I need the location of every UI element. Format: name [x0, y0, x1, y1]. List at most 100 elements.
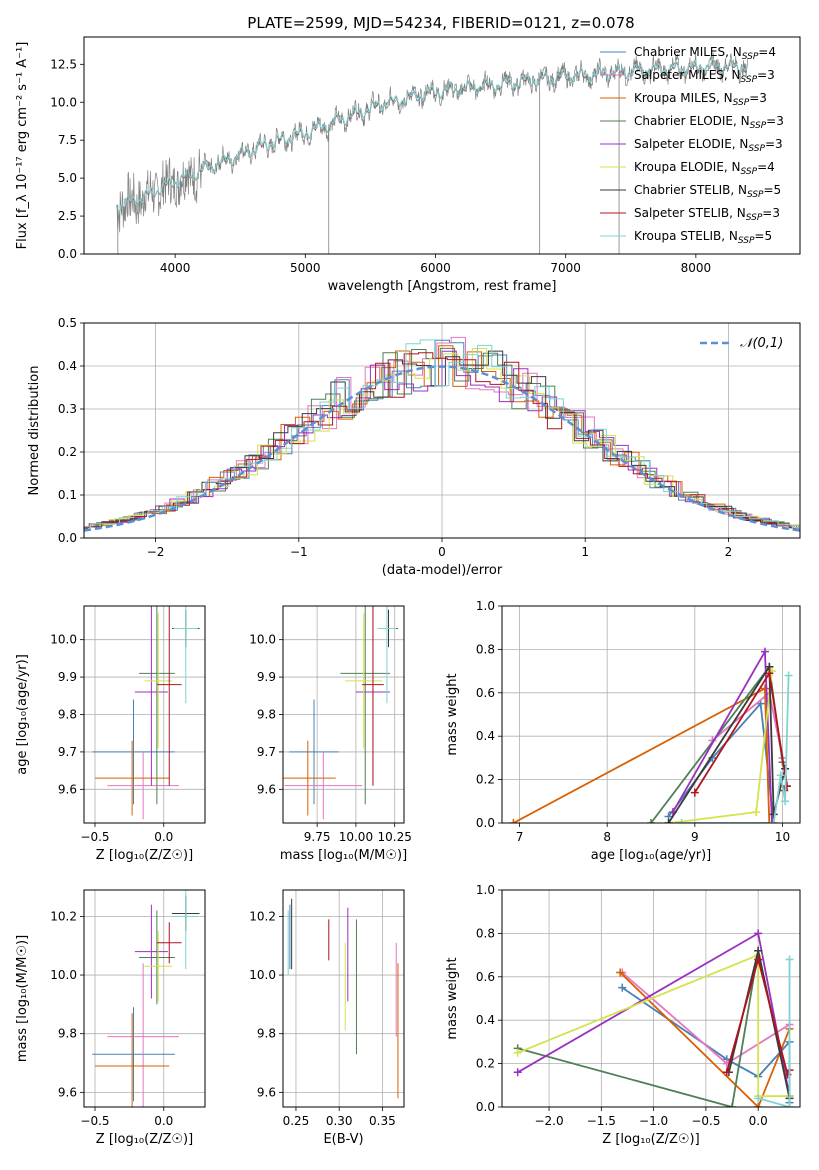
- axis-ticks: 9.75 10.00 10.25 9.6 9.7 9.8 9.9 10.0: [249, 633, 412, 844]
- axes-frame: [83, 605, 206, 824]
- legend: Chabrier MILES, NSSP=4 Salpeter MILES, NS…: [600, 45, 784, 246]
- series-marker: [754, 1094, 763, 1103]
- series-line: [619, 971, 791, 1107]
- series-marker: [754, 946, 763, 955]
- x-axis-label: Z [log₁₀(Z/Z☉)]: [96, 1132, 193, 1147]
- axes-frame: [83, 889, 206, 1108]
- x-tick-label: 1: [581, 545, 589, 559]
- series-marker: [647, 819, 655, 823]
- series-kroupa_miles: [509, 684, 774, 823]
- x-tick-label: 6000: [420, 261, 451, 275]
- x-tick-label: 0: [438, 545, 446, 559]
- y-tick-label: 0.2: [476, 773, 495, 787]
- y-tick-label: 9.6: [257, 782, 276, 796]
- errorbar-chabrier_miles: [92, 1007, 175, 1102]
- y-tick-label: 9.8: [257, 708, 276, 722]
- y-tick-label: 9.6: [58, 1085, 77, 1099]
- y-tick-label: 7.5: [58, 133, 77, 147]
- legend-label: Kroupa MILES, NSSP=3: [634, 91, 767, 108]
- axis-ticks: −2.0 −1.5 −1.0 −0.5 0.0 0.0 0.2 0.4 0.6 0.8 1.0: [476, 883, 768, 1128]
- series-kroupa_elodie: [513, 951, 794, 1101]
- plot-area: [92, 890, 200, 1107]
- axis-ticks: −0.5 0.0 9.6 9.8 10.0 10.2: [50, 909, 173, 1128]
- x-tick-label: 8: [603, 830, 611, 844]
- x-tick-label: −2.0: [534, 1114, 563, 1128]
- x-tick-label: 0.25: [283, 1114, 310, 1128]
- plot-area: [115, 52, 749, 254]
- spectrum-panel: 4000 5000 6000 7000 8000 0.0 2.5 5.0 7.5 10.0 12.5…: [15, 36, 801, 294]
- y-tick-label: 0.3: [58, 402, 77, 416]
- y-tick-label: 0.4: [58, 359, 77, 373]
- x-tick-label: 2: [725, 545, 733, 559]
- y-tick-label: 10.0: [249, 968, 276, 982]
- x-tick-label: −0.5: [80, 1114, 109, 1128]
- series-marker: [513, 1048, 522, 1057]
- y-tick-label: 0.0: [58, 247, 77, 261]
- series-marker: [784, 671, 793, 680]
- plot-area: [509, 647, 793, 823]
- plot-area: [287, 898, 399, 1099]
- errorbar-salpeter_stelib: [362, 606, 384, 786]
- y-tick-label: 9.7: [58, 745, 77, 759]
- x-tick-label: 8000: [681, 261, 712, 275]
- series-line: [725, 955, 791, 1078]
- grid-lines: [283, 890, 404, 1107]
- y-tick-label: 9.8: [58, 708, 77, 722]
- histogram-chabrier_elodie: [84, 347, 800, 529]
- axes-frame: [83, 36, 801, 255]
- errorbar-salpeter_miles: [107, 751, 179, 820]
- mass-weight-vs-age-panel: 7 8 9 10 0.0 0.2 0.4 0.6 0.8 1.0 age [log₁₀(age/yr…: [445, 599, 801, 863]
- errorbar-kroupa_miles: [95, 1013, 170, 1107]
- y-axis-label: mass [log₁₀(M/M☉)]: [15, 935, 30, 1062]
- series-marker: [664, 819, 673, 823]
- errorbar-kroupa_stelib: [377, 606, 397, 704]
- x-tick-label: −1.5: [587, 1114, 616, 1128]
- y-tick-label: 0.4: [476, 1013, 495, 1027]
- spectrum-model-line: [115, 58, 749, 213]
- x-tick-label: 0.30: [326, 1114, 353, 1128]
- legend-label: Kroupa ELODIE, NSSP=4: [634, 160, 775, 177]
- axis-ticks: 0.25 0.30 0.35 9.6 9.8 10.0 10.2: [249, 909, 395, 1128]
- series-marker: [728, 1103, 737, 1107]
- series-marker: [782, 782, 791, 791]
- legend-label: Chabrier MILES, NSSP=4: [634, 45, 776, 62]
- y-tick-label: 2.5: [58, 209, 77, 223]
- y-axis-label: Normed distribution: [27, 366, 42, 496]
- y-tick-label: 1.0: [476, 599, 495, 613]
- x-tick-label: −2: [147, 545, 165, 559]
- x-tick-label: 5000: [290, 261, 321, 275]
- y-tick-label: 0.8: [476, 642, 495, 656]
- x-tick-label: 9.75: [304, 830, 331, 844]
- errorbar-chabrier_miles: [289, 699, 339, 805]
- axes-frame: [282, 605, 405, 824]
- series-marker: [760, 684, 769, 693]
- series-kroupa_stelib: [677, 671, 793, 823]
- x-axis-label: Z [log₁₀(Z/Z☉)]: [602, 1132, 699, 1147]
- errorbar-salpeter_stelib: [156, 606, 182, 786]
- plot-area: [283, 606, 398, 820]
- x-tick-label: 10.25: [378, 830, 412, 844]
- x-tick-label: −1: [290, 545, 308, 559]
- series-marker: [754, 929, 763, 938]
- age-vs-metallicity-panel: −0.5 0.0 9.6 9.7 9.8 9.9 10.0 Z [log₁₀(Z/Z☉)] ag…: [15, 605, 206, 863]
- histogram-salpeter_miles: [84, 336, 800, 529]
- legend-label: Salpeter STELIB, NSSP=3: [634, 206, 780, 223]
- x-tick-label: 7000: [550, 261, 581, 275]
- series-marker: [767, 819, 776, 823]
- y-tick-label: 9.6: [257, 1085, 276, 1099]
- x-tick-label: 0.0: [749, 1114, 768, 1128]
- y-tick-label: 12.5: [50, 57, 77, 71]
- x-axis-label: Z [log₁₀(Z/Z☉)]: [96, 848, 193, 863]
- grid-lines: [84, 890, 205, 1107]
- y-tick-label: 0.0: [476, 1100, 495, 1114]
- series-marker: [722, 1068, 731, 1077]
- legend-label: Salpeter ELODIE, NSSP=3: [634, 137, 783, 154]
- histogram-salpeter_elodie: [84, 350, 800, 529]
- mass-weight-vs-metallicity-panel: −2.0 −1.5 −1.0 −0.5 0.0 0.0 0.2 0.4 0.6 0.8 1.0 Z […: [445, 883, 801, 1147]
- x-tick-label: 7: [516, 830, 524, 844]
- histogram-salpeter_stelib: [84, 352, 800, 529]
- series-marker: [509, 819, 518, 823]
- y-tick-label: 10.0: [50, 633, 77, 647]
- series-marker: [513, 1068, 522, 1077]
- errorbar-salpeter_elodie: [134, 606, 168, 786]
